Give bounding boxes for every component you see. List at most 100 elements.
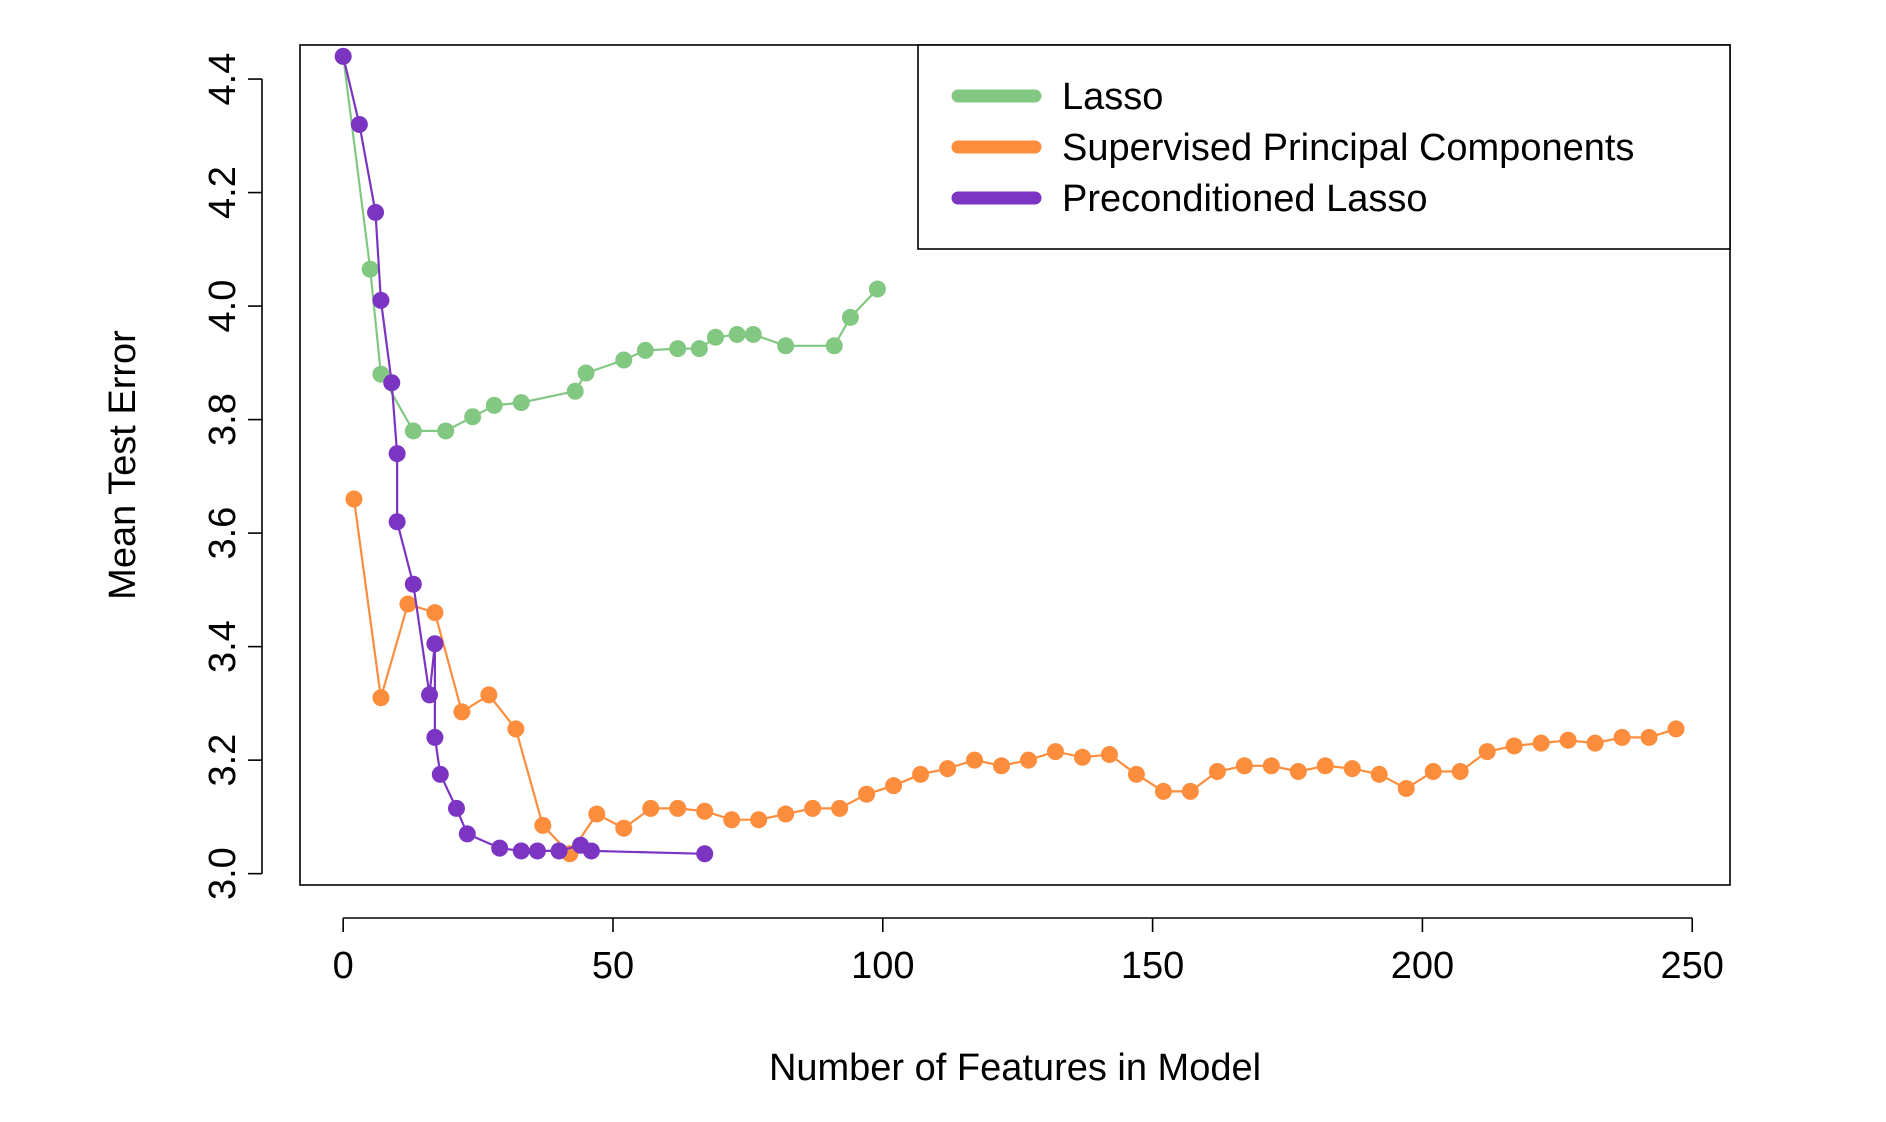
data-point: [426, 728, 444, 746]
data-point: [966, 751, 984, 769]
y-tick-label: 4.4: [202, 53, 244, 106]
y-tick-label: 3.4: [202, 620, 244, 673]
data-point: [615, 819, 633, 837]
data-point: [858, 785, 876, 803]
x-tick-label: 0: [333, 945, 354, 987]
data-point: [615, 351, 633, 369]
legend-label: Lasso: [1062, 76, 1163, 118]
data-point: [388, 513, 406, 531]
data-point: [841, 308, 859, 326]
data-point: [431, 765, 449, 783]
data-point: [868, 280, 886, 298]
data-point: [696, 802, 714, 820]
legend-box: [917, 44, 1731, 250]
data-point: [723, 811, 741, 829]
data-point: [636, 341, 654, 359]
data-point: [696, 845, 714, 863]
data-point: [383, 374, 401, 392]
data-point: [334, 47, 352, 65]
data-point: [912, 765, 930, 783]
data-point: [1073, 748, 1091, 766]
data-point: [577, 364, 595, 382]
data-point: [1505, 737, 1523, 755]
data-point: [1208, 762, 1226, 780]
x-tick-label: 250: [1661, 945, 1724, 987]
data-point: [480, 686, 498, 704]
data-point: [582, 842, 600, 860]
data-point: [1019, 751, 1037, 769]
data-point: [1586, 734, 1604, 752]
data-point: [744, 325, 762, 343]
data-point: [1532, 734, 1550, 752]
y-tick-label: 4.2: [202, 166, 244, 219]
data-point: [1613, 728, 1631, 746]
data-point: [350, 115, 368, 133]
data-point: [707, 328, 725, 346]
data-point: [690, 340, 708, 358]
series-lasso: [334, 47, 886, 440]
series-layer: [334, 47, 1685, 863]
data-point: [1235, 757, 1253, 775]
data-point: [464, 408, 482, 426]
data-point: [404, 575, 422, 593]
data-point: [453, 703, 471, 721]
data-point: [361, 260, 379, 278]
data-point: [1262, 757, 1280, 775]
data-point: [367, 203, 385, 221]
data-point: [1046, 743, 1064, 761]
data-point: [750, 811, 768, 829]
data-point: [1343, 760, 1361, 778]
data-point: [437, 422, 455, 440]
data-point: [426, 604, 444, 622]
data-point: [399, 595, 417, 613]
data-point: [669, 799, 687, 817]
data-point: [421, 686, 439, 704]
data-point: [1397, 780, 1415, 798]
data-point: [825, 337, 843, 355]
data-point: [885, 777, 903, 795]
x-tick-label: 200: [1391, 945, 1454, 987]
data-point: [939, 760, 957, 778]
data-point: [507, 720, 525, 738]
data-point: [1289, 762, 1307, 780]
series-line: [342, 56, 879, 432]
data-point: [1424, 762, 1442, 780]
data-point: [728, 325, 746, 343]
data-point: [993, 757, 1011, 775]
series-supervised-principal-components: [345, 490, 1685, 863]
data-point: [550, 842, 568, 860]
legend-label: Supervised Principal Components: [1062, 127, 1634, 169]
data-point: [777, 337, 795, 355]
data-point: [528, 842, 546, 860]
x-axis: 0 50 100 150 200 250: [333, 917, 1724, 987]
data-point: [1316, 757, 1334, 775]
data-point: [642, 799, 660, 817]
series-preconditioned-lasso: [334, 47, 714, 863]
legend-label: Preconditioned Lasso: [1062, 178, 1427, 220]
data-point: [404, 422, 422, 440]
data-point: [588, 805, 606, 823]
data-point: [1667, 720, 1685, 738]
x-tick-label: 150: [1121, 945, 1184, 987]
x-tick-label: 100: [851, 945, 914, 987]
y-tick-label: 3.2: [202, 734, 244, 787]
data-point: [1127, 765, 1145, 783]
data-point: [534, 816, 552, 834]
data-point: [491, 839, 509, 857]
data-point: [426, 635, 444, 653]
data-point: [831, 799, 849, 817]
y-tick-label: 3.0: [202, 847, 244, 900]
data-point: [372, 291, 390, 309]
data-point: [345, 490, 363, 508]
y-tick-label: 3.8: [202, 393, 244, 446]
data-point: [777, 805, 795, 823]
data-point: [669, 340, 687, 358]
data-point: [566, 382, 584, 400]
y-tick-label: 4.0: [202, 280, 244, 333]
y-axis-label: Mean Test Error: [102, 330, 144, 600]
data-point: [1478, 743, 1496, 761]
series-line: [352, 498, 1677, 856]
data-point: [372, 689, 390, 707]
y-tick-label: 3.6: [202, 507, 244, 560]
